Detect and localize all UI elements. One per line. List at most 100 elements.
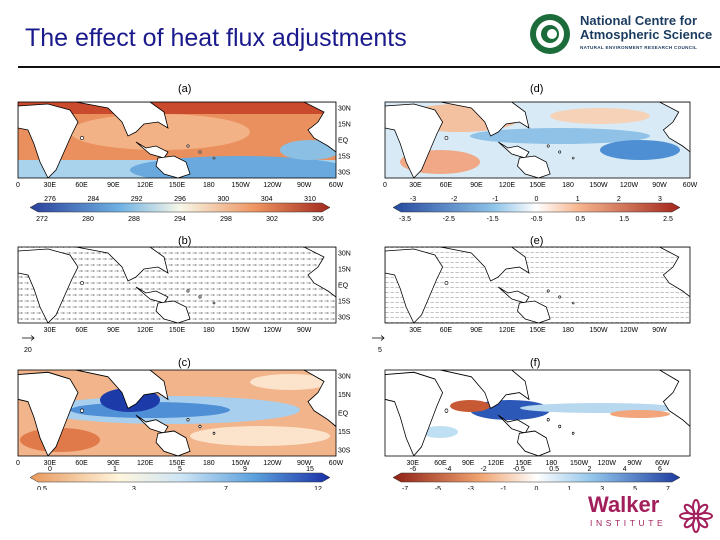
colorbar-top-label: 2: [587, 466, 591, 473]
panel-b-lon-tick: 90E: [107, 327, 120, 334]
panel-d-lon-tick: 90E: [470, 182, 483, 189]
panel-d-lon-tick: 120E: [499, 182, 516, 189]
colorbar-top-label: 304: [261, 196, 273, 203]
panel-f-lon-tick: 30E: [406, 460, 419, 467]
panel-e-frame: [384, 246, 691, 324]
panel-f-lon-tick: 150E: [515, 460, 532, 467]
panel-e-lon-tick: 120E: [499, 327, 516, 334]
colorbar-bottom-label: -5: [435, 486, 441, 490]
panel-e-lon-tick: 90E: [470, 327, 483, 334]
panel-c-lon-tick: 120W: [263, 460, 282, 467]
panel-d-lon-tick: 60W: [683, 182, 698, 189]
colorbar-bottom-label: 306: [312, 216, 324, 223]
panel-e-label: (e): [530, 235, 543, 247]
panel-c-frame: [17, 369, 337, 457]
colorbar-bottom-label: -3: [468, 486, 474, 490]
panel-d-lon-tick: 0: [383, 182, 387, 189]
colorbar-top-label: 15: [306, 466, 314, 473]
panel-c-lon-tick: 150W: [231, 460, 250, 467]
panel-b-lon-tick: 60E: [75, 327, 88, 334]
panel-b-label: (b): [178, 235, 191, 247]
panel-d-lon-tick: 150W: [589, 182, 608, 189]
slide-title: The effect of heat flux adjustments: [25, 24, 407, 52]
panel-e-lon-tick: 120W: [620, 327, 639, 334]
panel-c-lon-tick: 180: [203, 460, 215, 467]
ncas-logo: National Centre for Atmospheric Science …: [528, 12, 720, 60]
colorbar-top-label: -6: [410, 466, 416, 473]
panel-f-lon-tick: 90E: [462, 460, 475, 467]
colorbar-top-label: 296: [174, 196, 186, 203]
panel-f-lon-tick: 60W: [655, 460, 670, 467]
colorbar-bottom-label: 280: [82, 216, 94, 223]
colorbar-bottom-label: 1: [567, 486, 571, 490]
panel-a: (a): [17, 83, 337, 179]
colorbar-bottom-label: 294: [174, 216, 186, 223]
panel-c-lon-tick: 60E: [75, 460, 88, 467]
colorbar-top-label: 6: [658, 466, 662, 473]
colorbar-top-label: 1: [576, 196, 580, 203]
panel-a-lat-tick: 30S: [338, 170, 351, 177]
walker-institute: INSTITUTE: [590, 518, 667, 528]
colorbar-top-label: 3: [658, 196, 662, 203]
panel-a-lon-tick: 30E: [44, 182, 57, 189]
panel-c-lon-tick: 60W: [329, 460, 344, 467]
panel-b-lat-tick: EQ: [338, 283, 349, 290]
panel-b-ref-value: 20: [24, 347, 32, 354]
panel-e-lon-tick: 150W: [589, 327, 608, 334]
colorbar-bottom-label: 0.5: [575, 216, 585, 223]
panel-c-lat-tick: 30S: [338, 448, 351, 455]
colorbar-bottom-label: -0.5: [530, 216, 542, 223]
colorbar-bottom-label: 5: [633, 486, 637, 490]
panel-c-lon-tick: 30E: [44, 460, 57, 467]
panel-c-lon-tick: 150E: [169, 460, 186, 467]
colorbar-top-label: -4: [445, 466, 451, 473]
colorbar-bottom-label: 272: [36, 216, 48, 223]
colorbar-top-label: 0: [535, 196, 539, 203]
panel-d: (d): [384, 83, 691, 179]
panel-e-lon-tick: 180: [562, 327, 574, 334]
colorbar-bottom-label: 7: [224, 486, 228, 490]
colorbar-top-label: 1: [113, 466, 117, 473]
panel-a-label: (a): [178, 83, 191, 95]
panel-c-lat-tick: 15S: [338, 429, 351, 436]
colorbar-top-label: 276: [44, 196, 56, 203]
colorbar-top-label: -1: [492, 196, 498, 203]
panel-b-lat-tick: 15N: [338, 267, 351, 274]
panel-b-lon-tick: 180: [203, 327, 215, 334]
panel-e-map: [385, 247, 690, 323]
panel-c: (c): [17, 357, 337, 457]
colorbar-bottom-label: -2.5: [443, 216, 455, 223]
panel-c-lon-tick: 120E: [137, 460, 154, 467]
panel-d-map: [385, 102, 690, 178]
ncas-name-line1: National Centre for: [580, 13, 698, 28]
colorbar-top-label: 292: [131, 196, 143, 203]
panel-b: (b) 20: [17, 235, 337, 354]
panel-a-lon-tick: 150W: [231, 182, 250, 189]
colorbar-top-label: 5: [178, 466, 182, 473]
colorbar-bottom-label: -3.5: [399, 216, 411, 223]
panel-f-lon-tick: 180: [546, 460, 558, 467]
colorbar-top-label: 284: [87, 196, 99, 203]
panel-d-label: (d): [530, 83, 543, 95]
panel-c-lon-tick: 0: [16, 460, 20, 467]
panel-f-lon-tick: 120W: [598, 460, 617, 467]
panel-b-lat-tick: 30S: [338, 315, 351, 322]
ncas-emblem-icon: [530, 14, 570, 54]
colorbar-top-label: -2: [480, 466, 486, 473]
colorbar-top-label: -3: [410, 196, 416, 203]
panel-f-map: [385, 370, 690, 456]
panel-b-lon-tick: 150W: [231, 327, 250, 334]
panel-a-lat-tick: EQ: [338, 138, 349, 145]
panel-c-lon-tick: 90E: [107, 460, 120, 467]
panel-b-frame: [17, 246, 337, 324]
panel-e-ref-arrow-icon: [372, 335, 385, 341]
title-divider: [18, 66, 720, 68]
colorbar-top-label: 2: [617, 196, 621, 203]
colorbar-bottom-label: -1: [501, 486, 507, 490]
panel-b-ref-arrow-icon: [22, 335, 35, 341]
panel-a-lon-tick: 90E: [107, 182, 120, 189]
walker-word: Walker: [588, 492, 660, 517]
colorbar-top-label: 9: [243, 466, 247, 473]
colorbar-bottom-label: 302: [266, 216, 278, 223]
panel-c-lat-tick: EQ: [338, 411, 349, 418]
